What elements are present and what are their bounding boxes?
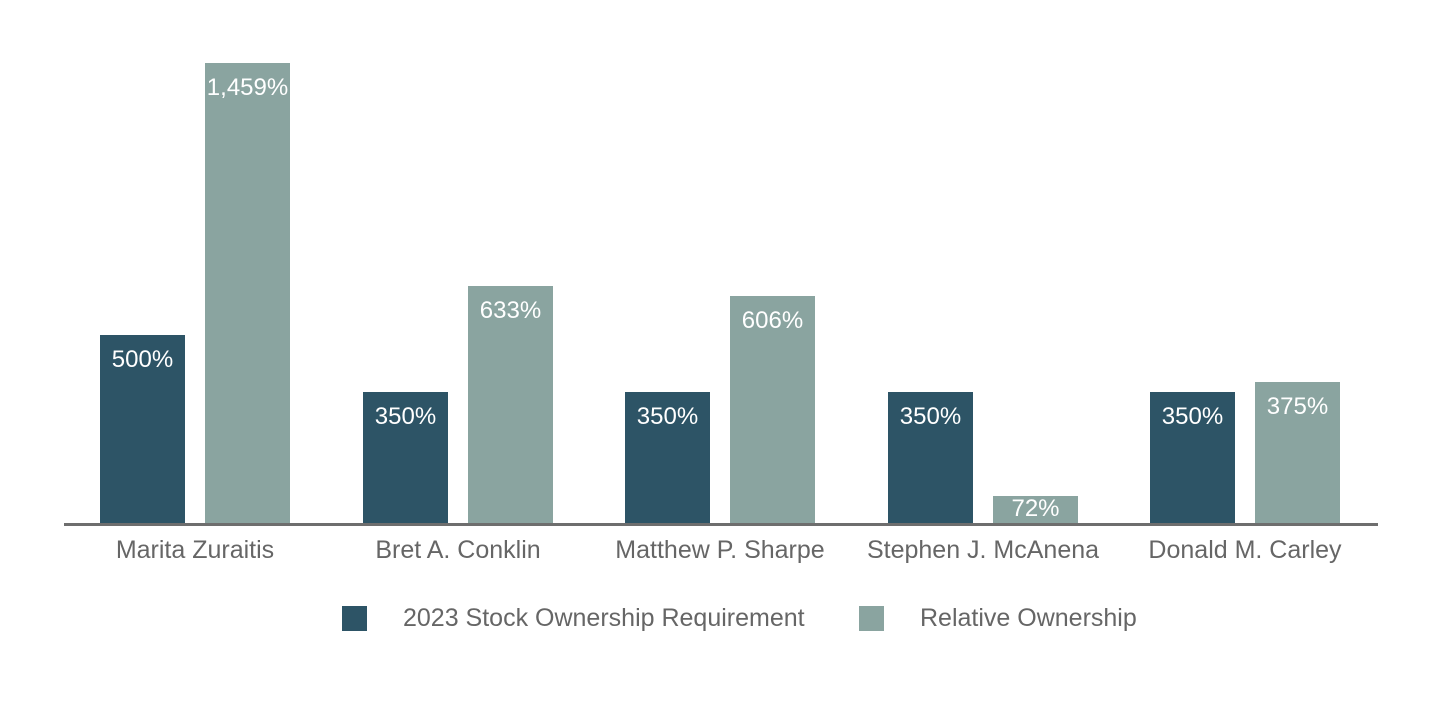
legend-swatch-icon: [859, 605, 884, 631]
bar-value-label: 350%: [1161, 403, 1224, 430]
bar-series1-1: 1,459%: [205, 63, 290, 523]
legend-swatch-icon: [342, 605, 367, 631]
legend-label: Relative Ownership: [920, 603, 1137, 632]
bar-value-label: 1,459%: [206, 74, 289, 101]
bar-series0-2: 350%: [363, 392, 448, 523]
bar-series0-3: 350%: [625, 392, 710, 523]
bar-value-label: 350%: [636, 403, 699, 430]
category-label-3: Matthew P. Sharpe: [615, 536, 825, 564]
category-label-4: Stephen J. McAnena: [866, 536, 1100, 564]
legend-item-1: 2023 Stock Ownership Requirement: [342, 603, 805, 632]
bar-series0-1: 500%: [100, 335, 185, 523]
legend-item-2: Relative Ownership: [859, 603, 1137, 632]
bar-value-label: 72%: [1011, 495, 1060, 522]
bar-value-label: 350%: [374, 403, 437, 430]
bar-value-label: 350%: [899, 403, 962, 430]
plot-area: 500% 1,459% 350% 633% 350% 606% 350% 72% 350% 375…: [100, 63, 1340, 523]
bar-series1-2: 633%: [468, 286, 553, 523]
bar-series0-5: 350%: [1150, 392, 1235, 523]
bar-value-label: 633%: [479, 297, 542, 324]
x-axis-line: [64, 523, 1378, 526]
bar-series0-4: 350%: [888, 392, 973, 523]
bar-value-label: 500%: [111, 346, 174, 373]
bar-series1-5: 375%: [1255, 382, 1340, 523]
legend-label: 2023 Stock Ownership Requirement: [403, 603, 805, 632]
category-label-1: Marita Zuraitis: [115, 536, 275, 564]
bar-series1-4: 72%: [993, 495, 1078, 523]
bar-value-label: 606%: [741, 307, 804, 334]
category-label-5: Donald M. Carley: [1148, 536, 1342, 564]
category-label-2: Bret A. Conklin: [375, 536, 541, 564]
bar-series1-3: 606%: [730, 296, 815, 523]
bar-value-label: 375%: [1266, 393, 1329, 420]
